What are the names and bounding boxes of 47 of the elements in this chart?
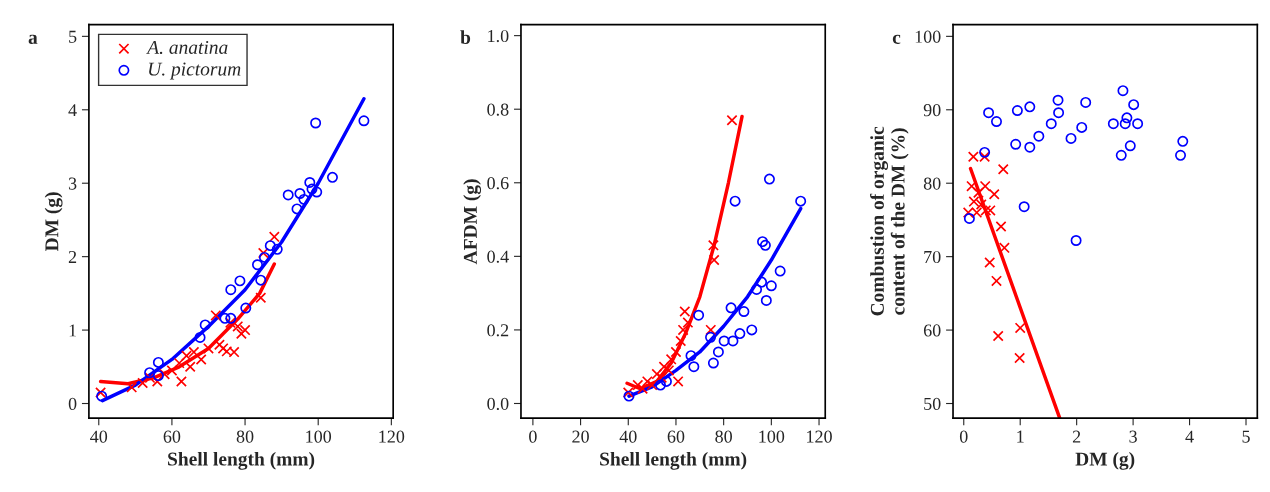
- chart-title: b: [460, 30, 471, 45]
- x-tick-label: 0: [529, 430, 537, 443]
- x-axis-title: DM (g): [1075, 451, 1135, 470]
- y-tick-label: 70: [924, 250, 941, 264]
- y-tick-label: 100: [915, 30, 941, 43]
- y-tick-label: 0.8: [487, 103, 509, 116]
- x-tick-label: 3: [1129, 430, 1137, 443]
- y-axis-title: DM (g): [44, 192, 63, 252]
- x-axis-title: Shell length (mm): [168, 451, 315, 470]
- x-tick-label: 40: [90, 430, 108, 443]
- y-tick-label: 0.2: [487, 324, 509, 337]
- x-tick-label: 2: [1072, 430, 1081, 443]
- y-axis-title: Combustion of organic content of the DM (%): [870, 126, 909, 316]
- y-tick-label: 1.0: [488, 29, 509, 43]
- x-tick-label: 60: [163, 430, 181, 443]
- x-tick-label: 80: [715, 430, 732, 443]
- y-tick-label: 0: [68, 397, 77, 410]
- x-tick-label: 40: [619, 430, 637, 443]
- y-tick-label: 80: [923, 177, 941, 190]
- x-tick-label: 60: [667, 430, 685, 443]
- x-tick-label: 0: [959, 430, 968, 443]
- legend-label: A. anatina: [146, 40, 228, 55]
- y-tick-label: 50: [924, 397, 941, 410]
- x-tick-label: 4: [1185, 430, 1194, 443]
- y-tick-label: 3: [68, 177, 77, 190]
- y-axis-title: AFDM (g): [463, 179, 482, 265]
- y-tick-label: 1: [69, 324, 77, 337]
- x-tick-label: 100: [759, 430, 785, 443]
- y-tick-label: 0.0: [487, 397, 509, 411]
- x-tick-label: 100: [306, 430, 332, 443]
- y-tick-label: 5: [69, 30, 77, 43]
- y-tick-label: 0.6: [487, 177, 509, 190]
- x-tick-label: 5: [1242, 430, 1250, 443]
- y-tick-label: 4: [68, 104, 77, 117]
- y-tick-label: 60: [923, 324, 941, 337]
- x-tick-label: 120: [379, 430, 405, 443]
- x-tick-label: 20: [572, 430, 589, 443]
- legend-label: U. pictorum: [149, 62, 241, 80]
- x-tick-label: 1: [1017, 430, 1024, 443]
- y-tick-label: 90: [923, 104, 941, 117]
- chart-title: a: [28, 34, 38, 45]
- x-axis-title: Shell length (mm): [600, 451, 747, 470]
- chart-title: c: [892, 34, 901, 44]
- x-tick-label: 80: [236, 430, 254, 443]
- x-tick-label: 120: [807, 430, 832, 443]
- y-tick-label: 2: [68, 250, 77, 263]
- y-tick-label: 0.4: [487, 250, 509, 263]
